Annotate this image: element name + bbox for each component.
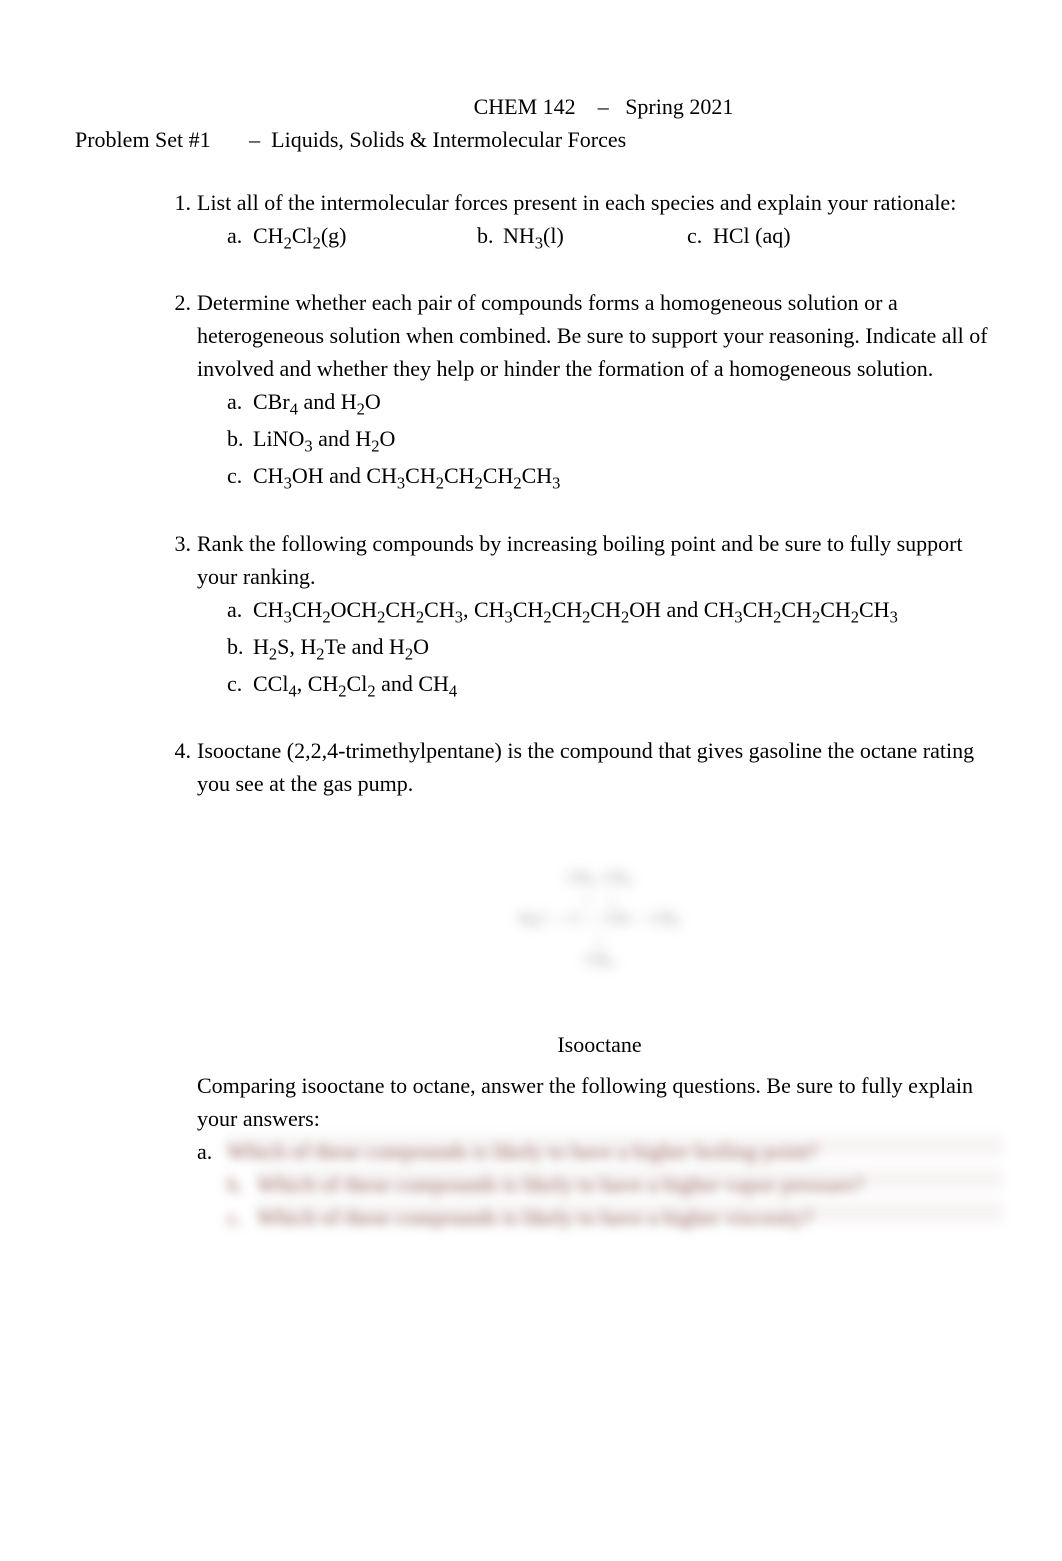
problem-text: List all of the intermolecular forces pr… bbox=[197, 186, 1002, 219]
header-line-2: Problem Set #1 – Liquids, Solids & Inter… bbox=[75, 123, 1002, 156]
problem-body: List all of the intermolecular forces pr… bbox=[197, 186, 1002, 256]
subpart-label: b. bbox=[477, 219, 503, 256]
problem-4: 4. Isooctane (2,2,4-trimethylpentane) is… bbox=[165, 734, 1002, 1234]
subpart-a: a. CH3CH2OCH2CH2CH3, CH3CH2CH2CH2OH and … bbox=[227, 593, 1002, 630]
chem-formula: CH3CH2OCH2CH2CH3, CH3CH2CH2CH2OH and CH3… bbox=[253, 593, 898, 630]
subpart-c: c. CH3OH and CH3CH2CH2CH2CH3 bbox=[227, 459, 1002, 496]
hidden-text: Which of these compounds is likely to ha… bbox=[257, 1168, 1002, 1190]
subpart-label: a. bbox=[227, 219, 253, 256]
subpart-b: b. Which of these compounds is likely to… bbox=[227, 1168, 1002, 1201]
dash: – bbox=[598, 94, 609, 119]
chem-formula: HCl (aq) bbox=[713, 219, 791, 256]
subpart-label: b. bbox=[227, 422, 253, 459]
subpart-label: a. bbox=[227, 385, 253, 422]
term: Spring 2021 bbox=[625, 94, 733, 119]
chem-formula: H2S, H2Te and H2O bbox=[253, 630, 429, 667]
chem-formula: CH3OH and CH3CH2CH2CH2CH3 bbox=[253, 459, 560, 496]
problem-text: Isooctane (2,2,4-trimethylpentane) is th… bbox=[197, 734, 1002, 800]
subpart-label: b. bbox=[227, 1168, 253, 1201]
problem-body: Determine whether each pair of compounds… bbox=[197, 286, 1002, 496]
problem-2: 2. Determine whether each pair of compou… bbox=[165, 286, 1002, 496]
subpart-c: c. Which of these compounds is likely to… bbox=[227, 1201, 1002, 1234]
topic: Liquids, Solids & Intermolecular Forces bbox=[271, 127, 626, 152]
chem-formula: CCl4, CH2Cl2 and CH4 bbox=[253, 667, 457, 704]
problem-number: 4. bbox=[165, 734, 191, 1234]
problem-number: 1. bbox=[165, 186, 191, 256]
subpart-c: c. CCl4, CH2Cl2 and CH4 bbox=[227, 667, 1002, 704]
hidden-text: Which of these compounds is likely to ha… bbox=[227, 1135, 1002, 1157]
isooctane-figure: CH3 CH3 | | H3C — C — CH — CH3 | CH3 bbox=[197, 820, 1002, 1020]
subpart-a: a. CBr4 and H2O bbox=[227, 385, 1002, 422]
subpart-b: b. LiNO3 and H2O bbox=[227, 422, 1002, 459]
problem-number: 2. bbox=[165, 286, 191, 496]
pset-label: Problem Set #1 bbox=[75, 127, 211, 152]
problem-body: Rank the following compounds by increasi… bbox=[197, 527, 1002, 704]
subpart-c: c. HCl (aq) bbox=[687, 219, 791, 256]
problem-3: 3. Rank the following compounds by incre… bbox=[165, 527, 1002, 704]
subpart-label: c. bbox=[687, 219, 713, 256]
problem-body: Isooctane (2,2,4-trimethylpentane) is th… bbox=[197, 734, 1002, 1234]
problem-1: 1. List all of the intermolecular forces… bbox=[165, 186, 1002, 256]
problem-compare-text: Comparing isooctane to octane, answer th… bbox=[197, 1069, 1002, 1135]
problem-text: Determine whether each pair of compounds… bbox=[197, 286, 1002, 385]
subpart-label: a. bbox=[227, 593, 253, 630]
molecule-structure: CH3 CH3 | | H3C — C — CH — CH3 | CH3 bbox=[519, 868, 680, 971]
course-code: CHEM 142 bbox=[474, 94, 576, 119]
subpart-a: a. Which of these compounds is likely to… bbox=[197, 1135, 1002, 1168]
subpart-label: a. bbox=[197, 1135, 223, 1168]
chem-formula: NH3(l) bbox=[503, 219, 564, 256]
subpart-label: c. bbox=[227, 459, 253, 496]
figure-caption: Isooctane bbox=[197, 1028, 1002, 1061]
subpart-label: c. bbox=[227, 1201, 253, 1234]
problem-1-subparts: a. CH2Cl2(g) b. NH3(l) c. HCl (aq) bbox=[227, 219, 1002, 256]
subpart-b: b. H2S, H2Te and H2O bbox=[227, 630, 1002, 667]
chem-formula: CH2Cl2(g) bbox=[253, 219, 347, 256]
subpart-a: a. CH2Cl2(g) bbox=[227, 219, 477, 256]
problem-list: 1. List all of the intermolecular forces… bbox=[165, 186, 1002, 1234]
subpart-b: b. NH3(l) bbox=[477, 219, 687, 256]
chem-formula: CBr4 and H2O bbox=[253, 385, 381, 422]
problem-text: Rank the following compounds by increasi… bbox=[197, 527, 1002, 593]
chem-formula: LiNO3 and H2O bbox=[253, 422, 395, 459]
problem-number: 3. bbox=[165, 527, 191, 704]
hidden-text: Which of these compounds is likely to ha… bbox=[257, 1201, 1002, 1223]
subpart-label: b. bbox=[227, 630, 253, 667]
dash: – bbox=[249, 127, 260, 152]
subpart-label: c. bbox=[227, 667, 253, 704]
header-line-1: CHEM 142 – Spring 2021 bbox=[205, 90, 1002, 123]
